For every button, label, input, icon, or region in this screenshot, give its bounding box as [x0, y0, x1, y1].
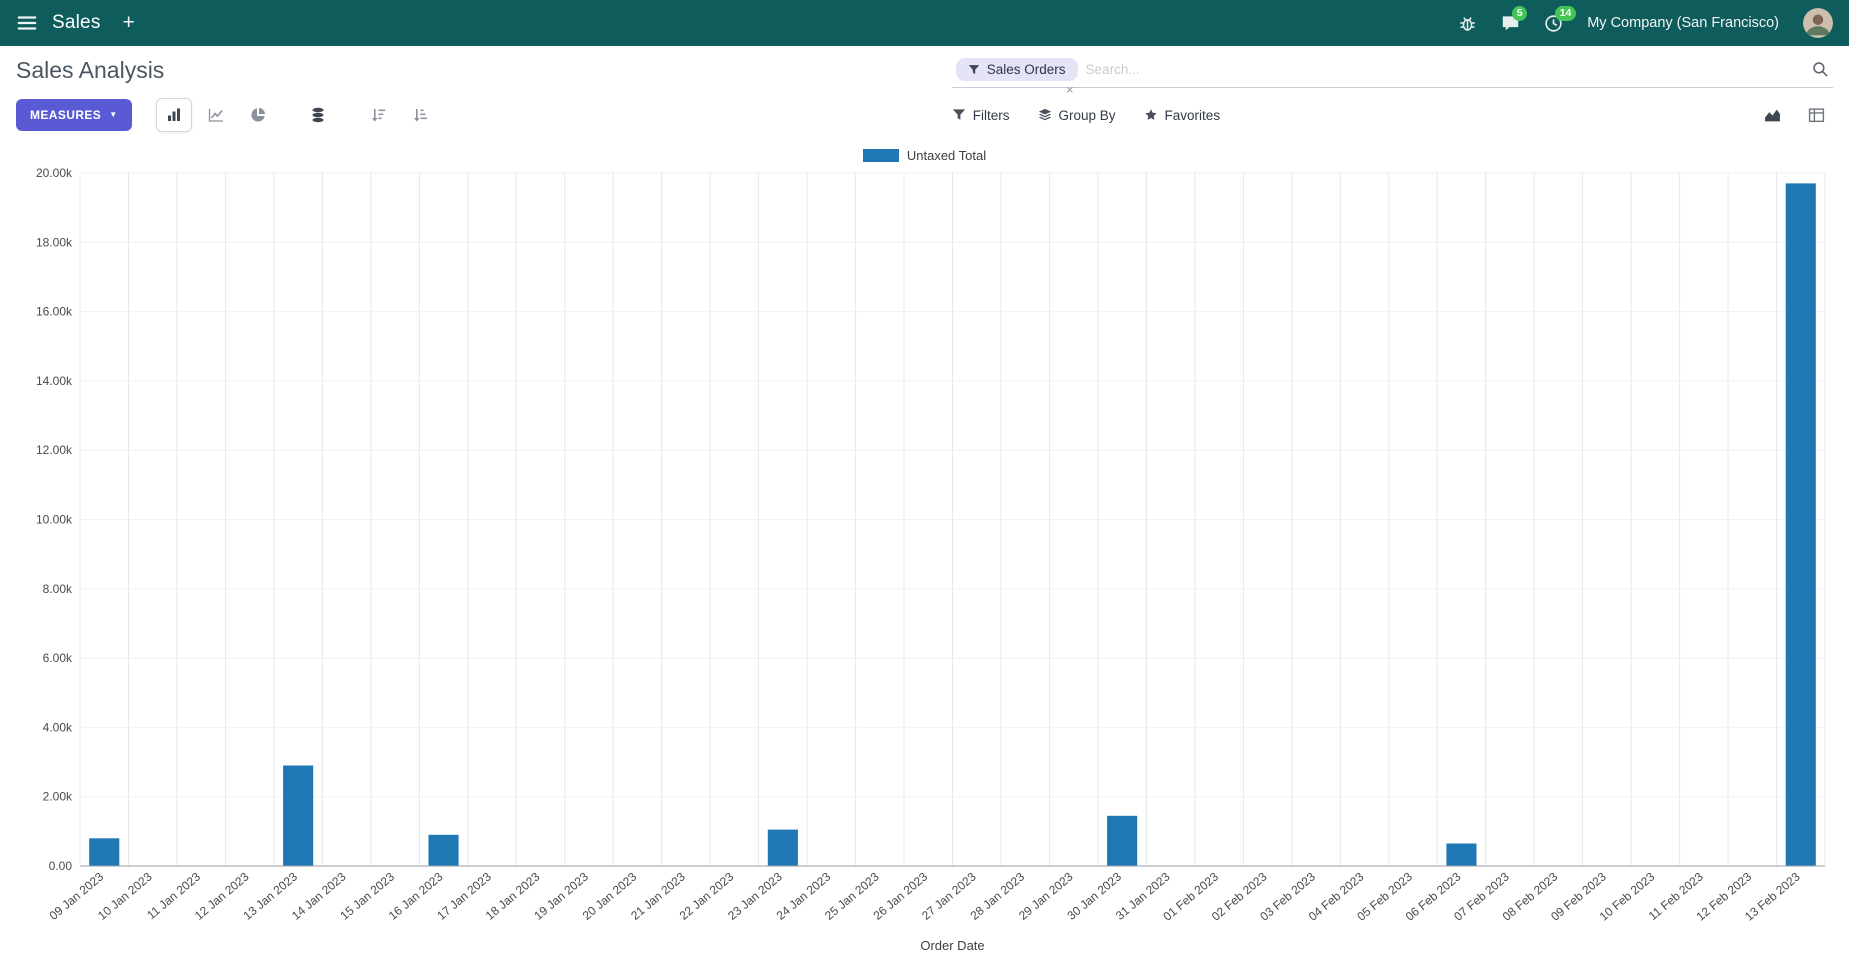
- filters-button[interactable]: Filters: [952, 108, 1010, 123]
- navbar-left: Sales +: [16, 11, 135, 35]
- sales-analysis-bar-chart[interactable]: 0.00 2.00k 4.00k 6.00k 8.00k 10.00k 12.00k 14.0…: [8, 165, 1841, 958]
- search-options: Filters Group By Favorites: [952, 108, 1220, 123]
- legend-color-swatch: [862, 149, 899, 162]
- svg-text:10.00k: 10.00k: [36, 513, 73, 527]
- pie-chart-mode-button[interactable]: [240, 98, 276, 132]
- svg-text:12.00k: 12.00k: [36, 443, 73, 457]
- chart-canvas: 0.00 2.00k 4.00k 6.00k 8.00k 10.00k 12.00k 14.0…: [8, 165, 1841, 958]
- area-chart-icon: [1764, 109, 1780, 121]
- pie-chart-icon: [250, 107, 265, 122]
- chart-bar[interactable]: [767, 829, 798, 866]
- graph-view-button[interactable]: [1755, 100, 1789, 130]
- svg-text:16.00k: 16.00k: [36, 305, 73, 319]
- page-title: Sales Analysis: [16, 57, 165, 83]
- control-panel-bottom-row: MEASURES ▼: [16, 98, 1833, 132]
- filters-funnel-icon: [952, 109, 965, 120]
- user-avatar[interactable]: [1803, 8, 1833, 38]
- debug-bug-icon[interactable]: [1458, 14, 1477, 33]
- control-panel-top-row: Sales Analysis Sales Orders ×: [16, 56, 1833, 96]
- layers-icon: [1038, 108, 1051, 121]
- facet-remove-icon[interactable]: ×: [1065, 82, 1074, 97]
- star-icon: [1144, 109, 1157, 120]
- sort-ascending-icon: [413, 109, 427, 122]
- svg-text:18.00k: 18.00k: [36, 235, 73, 249]
- view-switchers: [1755, 100, 1833, 130]
- svg-text:6.00k: 6.00k: [43, 651, 73, 665]
- stacked-toggle-button[interactable]: [300, 98, 336, 132]
- control-panel: Sales Analysis Sales Orders × MEASURES ▼: [0, 46, 1849, 140]
- sort-descending-button[interactable]: [360, 98, 396, 132]
- filter-funnel-icon: [968, 64, 980, 76]
- sort-ascending-button[interactable]: [402, 98, 438, 132]
- activities-clock-icon[interactable]: 14: [1544, 5, 1576, 33]
- svg-text:0.00: 0.00: [49, 859, 73, 873]
- search-options-row: Filters Group By Favorites: [952, 100, 1833, 130]
- chevron-down-icon: ▼: [109, 110, 118, 119]
- chart-legend[interactable]: Untaxed Total: [8, 142, 1841, 165]
- chart-bar[interactable]: [1107, 815, 1138, 866]
- svg-text:20.00k: 20.00k: [36, 166, 73, 180]
- stacked-discs-icon: [311, 107, 324, 123]
- apps-menu-icon[interactable]: [16, 12, 38, 34]
- svg-text:14.00k: 14.00k: [36, 374, 73, 388]
- svg-text:2.00k: 2.00k: [43, 790, 73, 804]
- sort-descending-icon: [371, 109, 385, 122]
- chart-bar[interactable]: [1446, 843, 1477, 867]
- chart-bar[interactable]: [428, 834, 459, 866]
- chart-region: Untaxed Total 0.00 2.00k 4.00k 6.00k 8.00k 10…: [0, 140, 1849, 958]
- search-input[interactable]: [1077, 58, 1812, 81]
- bar-chart-mode-button[interactable]: [155, 98, 192, 132]
- messages-icon[interactable]: 5: [1501, 5, 1528, 33]
- svg-text:8.00k: 8.00k: [43, 582, 73, 596]
- chart-bar[interactable]: [283, 765, 314, 867]
- search-bar[interactable]: Sales Orders ×: [951, 56, 1833, 96]
- app-name-sales[interactable]: Sales: [52, 12, 101, 33]
- messages-badge: 5: [1512, 5, 1528, 21]
- pivot-table-icon: [1808, 107, 1824, 122]
- group-by-button[interactable]: Group By: [1038, 108, 1116, 123]
- measures-button[interactable]: MEASURES ▼: [16, 99, 132, 131]
- chart-bar[interactable]: [89, 838, 120, 866]
- graph-toolbar: MEASURES ▼: [16, 98, 438, 132]
- favorites-button[interactable]: Favorites: [1144, 108, 1220, 123]
- legend-label: Untaxed Total: [906, 148, 987, 163]
- activities-badge: 14: [1555, 5, 1576, 21]
- search-magnifier-icon[interactable]: [1812, 61, 1829, 78]
- bar-chart-icon: [167, 108, 180, 121]
- chart-bar[interactable]: [1785, 183, 1816, 866]
- facet-label: Sales Orders: [986, 62, 1066, 77]
- company-switcher[interactable]: My Company (San Francisco): [1587, 15, 1779, 31]
- plus-button[interactable]: +: [122, 11, 135, 34]
- top-navbar: Sales + 5 14 My Company (San Francisco): [0, 0, 1849, 46]
- svg-text:4.00k: 4.00k: [43, 720, 73, 734]
- search-facet-sales-orders[interactable]: Sales Orders ×: [955, 58, 1078, 96]
- line-chart-icon: [208, 109, 223, 122]
- navbar-systray: 5 14 My Company (San Francisco): [1458, 5, 1833, 38]
- pivot-view-button[interactable]: [1799, 100, 1833, 130]
- svg-text:Order Date: Order Date: [920, 938, 984, 953]
- line-chart-mode-button[interactable]: [198, 98, 234, 132]
